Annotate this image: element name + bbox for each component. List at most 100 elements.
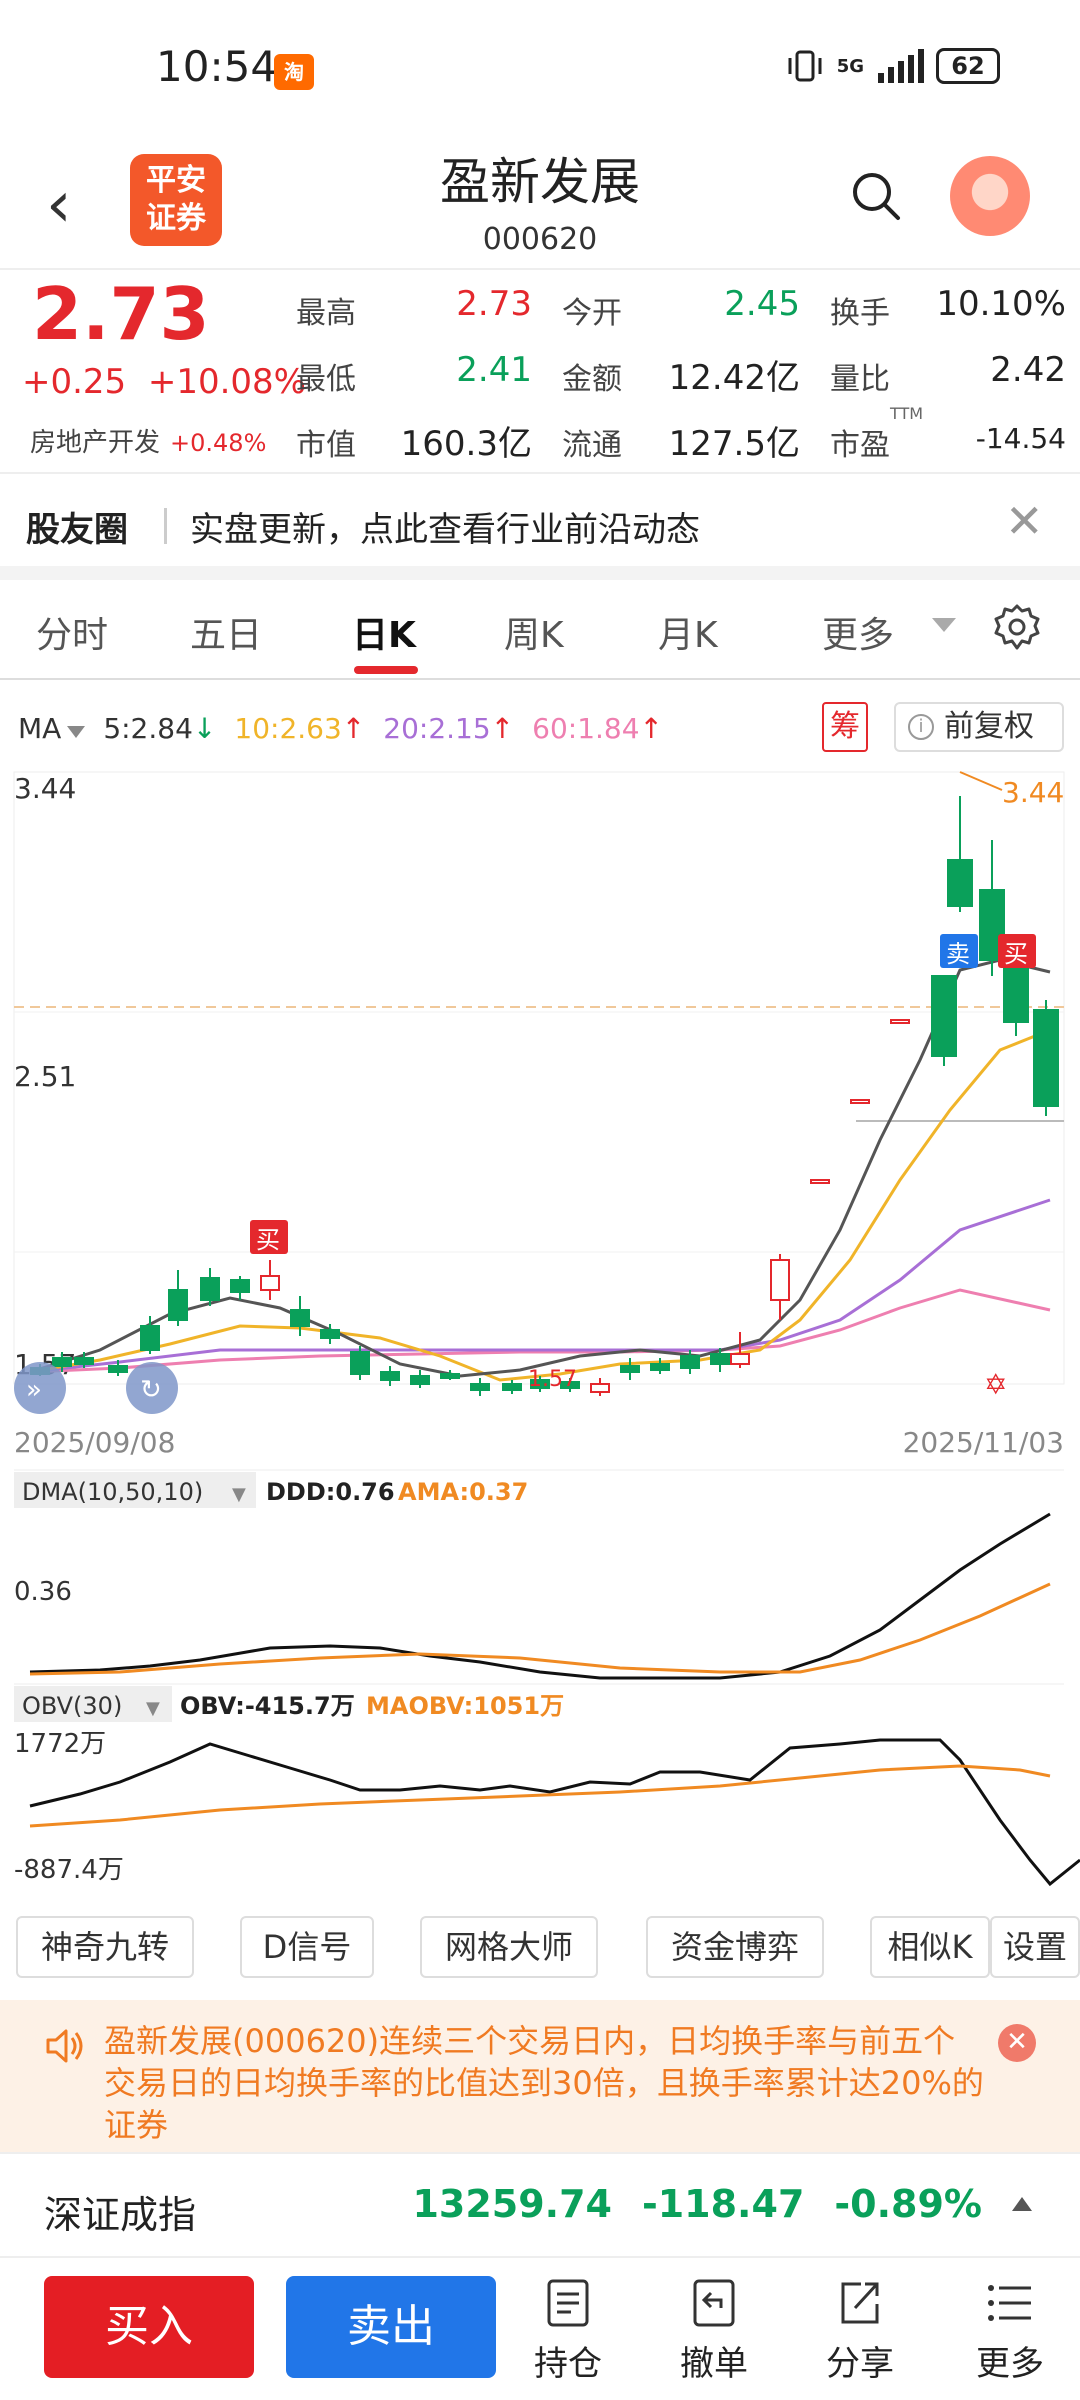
- star-icon: ✡: [984, 1368, 1007, 1401]
- ma10-text: 10:2.63: [234, 712, 342, 745]
- tab-intraday[interactable]: 分时: [36, 615, 109, 656]
- maobv-line: [29, 1764, 1051, 1828]
- buy-signal-text: 买: [256, 1226, 280, 1254]
- buy-button[interactable]: 买入: [44, 2276, 254, 2378]
- chevron-up-icon[interactable]: [1012, 2197, 1032, 2211]
- ma60-text: 60:1.84: [532, 712, 640, 745]
- arrow-down-icon: ↓: [192, 712, 217, 745]
- ma60-value: 60:1.84↑: [532, 712, 663, 745]
- back-arrow-icon[interactable]: ‹: [46, 168, 72, 242]
- sell-button[interactable]: 卖出: [286, 2276, 496, 2378]
- obv-y-top: 1772万: [14, 1729, 106, 1759]
- label-amount: 金额: [562, 362, 622, 397]
- chevron-down-icon[interactable]: [932, 618, 956, 632]
- double-chevron-icon: »: [26, 1375, 42, 1405]
- change-value: +0.25: [22, 362, 127, 402]
- tab-monthly-k[interactable]: 月K: [658, 615, 718, 656]
- label-open: 今开: [562, 296, 622, 331]
- assistant-avatar[interactable]: [950, 156, 1030, 236]
- nav-more-label: 更多: [976, 2344, 1044, 2384]
- candle-body: [680, 1355, 700, 1369]
- expand-button[interactable]: [14, 1362, 66, 1414]
- tab-more[interactable]: 更多: [822, 615, 895, 656]
- nav-cancel-order[interactable]: 撤单: [664, 2278, 764, 2385]
- nav-share[interactable]: 分享: [810, 2278, 910, 2385]
- sector-info[interactable]: 房地产开发 +0.48%: [30, 422, 266, 459]
- candle-body: [560, 1381, 580, 1389]
- circle-text[interactable]: 实盘更新，点此查看行业前沿动态: [190, 510, 700, 550]
- tab-five-day[interactable]: 五日: [190, 615, 263, 656]
- network-label: 5G: [836, 55, 864, 77]
- tab-daily-k[interactable]: 日K: [352, 615, 416, 656]
- obv-tag-bg[interactable]: [14, 1686, 172, 1722]
- tool-grid-master[interactable]: 网格大师: [420, 1916, 598, 1978]
- candle-body: [1003, 959, 1029, 1023]
- dma-tag-bg[interactable]: [14, 1472, 256, 1508]
- date-start: 2025/09/08: [14, 1426, 175, 1459]
- status-time: 10:54: [156, 42, 278, 91]
- current-price: 2.73: [32, 272, 210, 356]
- close-icon[interactable]: ✕: [998, 2024, 1036, 2062]
- label-low: 最低: [296, 362, 356, 397]
- value-amount: 12.42亿: [668, 358, 800, 398]
- ma5-line: [29, 958, 1051, 1378]
- index-pct: -0.89%: [834, 2182, 982, 2226]
- tool-fund-game[interactable]: 资金博弈: [646, 1916, 824, 1978]
- tool-similar-k[interactable]: 相似K: [870, 1916, 990, 1978]
- search-icon[interactable]: [850, 170, 902, 222]
- document-icon: [547, 2279, 589, 2327]
- speaker-icon: [46, 2029, 83, 2063]
- candle-body: [470, 1383, 490, 1391]
- maobv-value: MAOBV:1051万: [366, 1692, 564, 1720]
- y-label-mid: 2.51: [14, 1060, 76, 1093]
- pingan-logo: 平安 证券: [130, 154, 222, 246]
- value-pe: -14.54: [975, 422, 1066, 455]
- arrow-up-icon: ↑: [639, 712, 663, 745]
- sector-name: 房地产开发: [30, 428, 161, 458]
- alert-banner[interactable]: [0, 2000, 1080, 2152]
- buy-signal-tag: [250, 1220, 288, 1254]
- ma-selector[interactable]: MA: [18, 712, 86, 745]
- signal-icon: [878, 49, 924, 83]
- value-turnover: 10.10%: [936, 284, 1066, 324]
- dma-tag: DMA(10,50,10): [22, 1478, 203, 1506]
- nav-share-label: 分享: [826, 2344, 894, 2384]
- alert-text: 盈新发展(000620)连续三个交易日内，日均换手率与前五个交易日的日均换手率的…: [104, 2022, 984, 2144]
- sector-pct: +0.48%: [170, 429, 267, 457]
- candle-body: [200, 1277, 220, 1301]
- ma5-text: 5:2.84: [103, 712, 193, 745]
- value-float: 127.5亿: [668, 424, 800, 464]
- high-marker-line: [959, 771, 1003, 791]
- nav-cancel-label: 撤单: [680, 2344, 748, 2384]
- tab-weekly-k[interactable]: 周K: [504, 615, 564, 656]
- tool-settings[interactable]: 设置: [990, 1916, 1080, 1978]
- adjust-mode-button[interactable]: i 前复权: [894, 702, 1064, 752]
- dma-ddd: DDD:0.76: [266, 1478, 395, 1506]
- kline-chart[interactable]: 3.44 2.51 1.57 3.44 买 卖 买 ✡ 1.57 » ↻ 202…: [0, 760, 1080, 1900]
- nav-holdings[interactable]: 持仓: [518, 2278, 618, 2385]
- high-marker: 3.44: [1002, 776, 1064, 809]
- index-name[interactable]: 深证成指: [44, 2193, 197, 2237]
- chip-distribution-button[interactable]: 筹: [822, 702, 868, 752]
- tool-nine-turns[interactable]: 神奇九转: [16, 1916, 194, 1978]
- dma-ama-line: [29, 1582, 1051, 1676]
- index-values[interactable]: 13259.74 -118.47 -0.89%: [412, 2182, 1032, 2226]
- refresh-button[interactable]: [126, 1362, 178, 1414]
- battery-icon: 62: [936, 48, 1000, 84]
- arrow-up-icon: ↑: [490, 712, 515, 745]
- circle-title[interactable]: 股友圈: [26, 510, 128, 550]
- value-high: 2.73: [456, 284, 532, 324]
- ma10-line: [29, 1028, 1051, 1382]
- candle-body: [52, 1357, 72, 1367]
- undo-icon: [693, 2279, 735, 2327]
- chevron-down-icon: ▼: [232, 1484, 246, 1505]
- label-turnover: 换手: [830, 296, 890, 331]
- label-high: 最高: [296, 296, 356, 331]
- candle-body: [850, 1099, 870, 1104]
- nav-more[interactable]: 更多: [960, 2278, 1060, 2385]
- stock-code: 000620: [482, 222, 598, 257]
- close-icon[interactable]: ✕: [1005, 494, 1044, 548]
- tool-d-signal[interactable]: D信号: [240, 1916, 374, 1978]
- label-pe: 市盈: [830, 428, 890, 463]
- gear-icon[interactable]: [994, 604, 1040, 650]
